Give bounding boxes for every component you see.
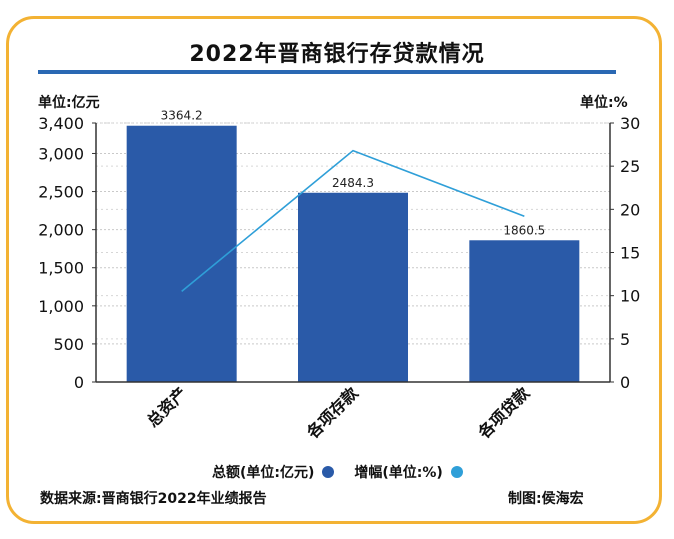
left-tick-label: 500 bbox=[53, 335, 84, 354]
right-tick-label: 20 bbox=[620, 200, 640, 219]
left-tick-label: 3,400 bbox=[38, 114, 84, 133]
right-tick-label: 30 bbox=[620, 114, 640, 133]
category-label: 各项贷款 bbox=[474, 383, 534, 443]
right-tick-label: 5 bbox=[620, 330, 630, 349]
right-tick-label: 15 bbox=[620, 244, 640, 263]
legend: 总额(单位:亿元) 增幅(单位:%) bbox=[212, 462, 483, 482]
category-label: 总资产 bbox=[143, 383, 190, 430]
left-tick-label: 1,000 bbox=[38, 297, 84, 316]
legend-total-label: 总额(单位:亿元) bbox=[212, 465, 315, 481]
right-axis-unit: 单位:% bbox=[580, 95, 628, 111]
right-tick-label: 25 bbox=[620, 157, 640, 176]
chart-credit: 制图:侯海宏 bbox=[508, 491, 584, 507]
legend-growth-label: 增幅(单位:%) bbox=[354, 465, 443, 481]
chart-title: 2022年晋商银行存贷款情况 bbox=[189, 42, 485, 67]
title-underline bbox=[38, 70, 616, 74]
bar-data-label: 1860.5 bbox=[503, 223, 545, 237]
category-label: 各项存款 bbox=[302, 383, 362, 443]
bar bbox=[469, 240, 580, 382]
bar-data-label: 3364.2 bbox=[161, 109, 203, 123]
right-tick-label: 10 bbox=[620, 287, 640, 306]
data-source: 数据来源:晋商银行2022年业绩报告 bbox=[40, 491, 267, 507]
left-axis-unit: 单位:亿元 bbox=[38, 95, 100, 111]
bar-data-label: 2484.3 bbox=[332, 176, 374, 190]
left-tick-label: 2,500 bbox=[38, 183, 84, 202]
left-tick-label: 3,000 bbox=[38, 144, 84, 163]
bar bbox=[126, 125, 237, 383]
left-tick-label: 0 bbox=[74, 373, 84, 392]
legend-bar-marker bbox=[322, 466, 335, 478]
left-tick-label: 2,000 bbox=[38, 221, 84, 240]
left-tick-label: 1,500 bbox=[38, 259, 84, 278]
bar bbox=[298, 192, 408, 382]
legend-line-marker bbox=[450, 466, 463, 478]
right-tick-label: 0 bbox=[620, 373, 630, 392]
